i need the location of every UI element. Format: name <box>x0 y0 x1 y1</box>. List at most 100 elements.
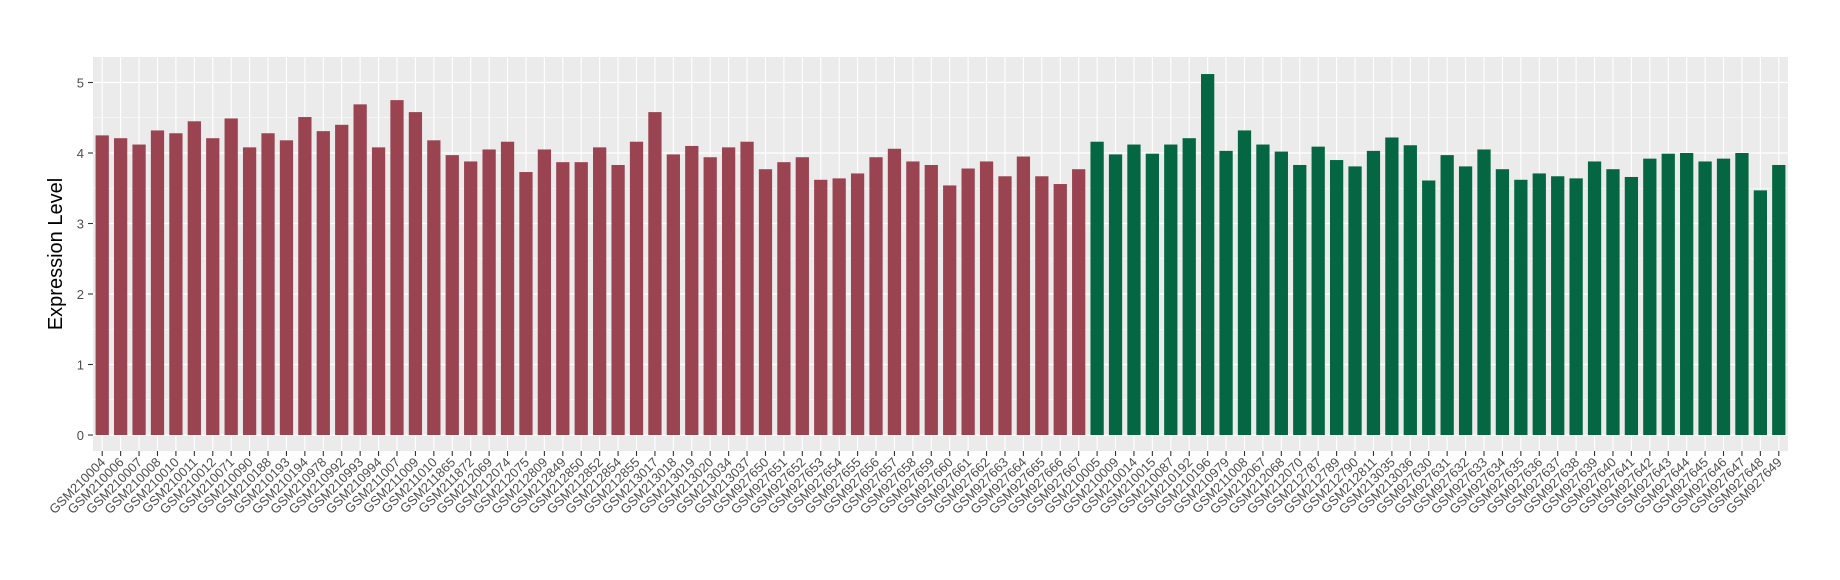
bar-GSM210193 <box>279 140 294 435</box>
y-tick-label: 4 <box>77 146 84 161</box>
bar-GSM927653 <box>814 179 828 435</box>
bar-GSM210188 <box>261 133 275 435</box>
bar-GSM927649 <box>1772 164 1786 436</box>
bar-GSM211010 <box>427 140 441 435</box>
y-tick-label: 3 <box>77 217 84 232</box>
bar-GSM210012 <box>206 138 220 435</box>
bar-GSM927645 <box>1698 161 1712 435</box>
bar-GSM927632 <box>1458 166 1473 435</box>
bar-GSM210009 <box>1108 154 1123 435</box>
bar-GSM210010 <box>169 133 183 435</box>
bar-GSM927646 <box>1716 158 1731 435</box>
bar-GSM927656 <box>869 157 883 436</box>
bar-GSM927654 <box>832 178 846 435</box>
bar-GSM927643 <box>1661 153 1675 435</box>
bar-GSM210994 <box>371 147 386 436</box>
bar-GSM212069 <box>482 149 496 435</box>
bar-GSM927647 <box>1735 153 1749 435</box>
bar-GSM927657 <box>887 148 902 435</box>
bar-GSM210006 <box>114 138 128 435</box>
bar-GSM213019 <box>685 145 699 435</box>
bar-GSM210993 <box>353 104 367 435</box>
bar-GSM213035 <box>1385 137 1399 436</box>
bar-GSM211009 <box>408 112 423 436</box>
bar-GSM213036 <box>1403 145 1417 435</box>
bar-GSM927634 <box>1495 169 1510 435</box>
bar-GSM927660 <box>943 185 957 435</box>
bar-GSM927644 <box>1680 153 1694 435</box>
bar-GSM210192 <box>1182 138 1196 435</box>
bar-GSM211872 <box>464 161 478 435</box>
bar-GSM212075 <box>519 172 533 435</box>
bar-GSM213017 <box>648 112 662 436</box>
bar-GSM212850 <box>574 162 588 436</box>
bar-GSM210015 <box>1145 153 1160 435</box>
y-tick-label: 1 <box>77 358 84 373</box>
bar-GSM927666 <box>1053 184 1067 435</box>
bar-GSM210011 <box>187 121 201 436</box>
bar-GSM212790 <box>1348 166 1362 435</box>
bar-GSM927636 <box>1532 173 1546 435</box>
bar-GSM927659 <box>924 164 938 436</box>
bar-GSM213018 <box>666 154 680 435</box>
bars <box>95 74 1786 436</box>
bar-GSM927661 <box>961 168 975 435</box>
bar-GSM927667 <box>1072 169 1086 435</box>
bar-GSM927648 <box>1753 190 1767 435</box>
bar-GSM211865 <box>445 155 459 436</box>
bar-GSM927638 <box>1569 178 1583 435</box>
bar-GSM211007 <box>390 100 404 435</box>
bar-GSM927630 <box>1422 180 1436 435</box>
bar-GSM210014 <box>1127 144 1141 436</box>
bar-GSM210005 <box>1090 141 1104 435</box>
bar-GSM213037 <box>740 141 754 435</box>
bar-GSM212067 <box>1256 144 1270 436</box>
bar-GSM212855 <box>629 141 644 435</box>
bar-GSM927663 <box>998 176 1012 435</box>
x-axis: GSM210004GSM210006GSM210007GSM210008GSM2… <box>46 451 1785 517</box>
bar-GSM212789 <box>1329 160 1344 436</box>
bar-GSM927665 <box>1035 176 1049 435</box>
bar-GSM210004 <box>95 135 109 435</box>
bar-GSM210071 <box>224 118 238 435</box>
y-tick-label: 0 <box>77 428 84 443</box>
bar-GSM212787 <box>1311 146 1325 435</box>
y-tick-label: 5 <box>77 76 84 91</box>
bar-GSM212068 <box>1274 151 1288 435</box>
bar-GSM927651 <box>777 162 791 436</box>
bar-GSM927633 <box>1477 149 1491 435</box>
bar-GSM210978 <box>316 131 330 435</box>
bar-GSM210992 <box>335 124 349 436</box>
bar-GSM927637 <box>1551 176 1565 435</box>
bar-GSM210008 <box>150 130 165 435</box>
bar-GSM927664 <box>1016 156 1031 435</box>
bar-GSM927642 <box>1643 158 1657 435</box>
bar-GSM927631 <box>1440 155 1454 436</box>
bar-GSM927635 <box>1514 179 1528 435</box>
y-tick-label: 2 <box>77 287 84 302</box>
bar-GSM212074 <box>500 141 515 435</box>
y-axis-title: Expression Level <box>45 178 67 330</box>
bar-GSM213020 <box>703 157 717 436</box>
bar-GSM212854 <box>611 164 625 436</box>
bar-GSM210087 <box>1164 144 1178 436</box>
bar-GSM927640 <box>1606 169 1620 435</box>
y-axis: 0 1 2 3 4 5 <box>77 76 93 443</box>
bar-GSM927658 <box>906 161 920 435</box>
bar-GSM211008 <box>1237 130 1252 435</box>
bar-GSM210979 <box>1219 150 1233 435</box>
bar-GSM927652 <box>795 157 809 436</box>
bar-GSM927655 <box>850 173 865 435</box>
bar-GSM210090 <box>242 147 257 436</box>
bar-GSM212809 <box>537 149 552 435</box>
bar-GSM213034 <box>721 147 736 436</box>
bar-GSM212070 <box>1293 164 1307 436</box>
bar-GSM927650 <box>758 169 773 435</box>
bar-GSM212811 <box>1366 150 1381 435</box>
bar-GSM212849 <box>556 162 570 436</box>
bar-GSM210196 <box>1201 74 1215 435</box>
bar-GSM210007 <box>132 144 146 436</box>
bar-GSM927639 <box>1587 161 1602 435</box>
bar-GSM927662 <box>979 161 994 435</box>
